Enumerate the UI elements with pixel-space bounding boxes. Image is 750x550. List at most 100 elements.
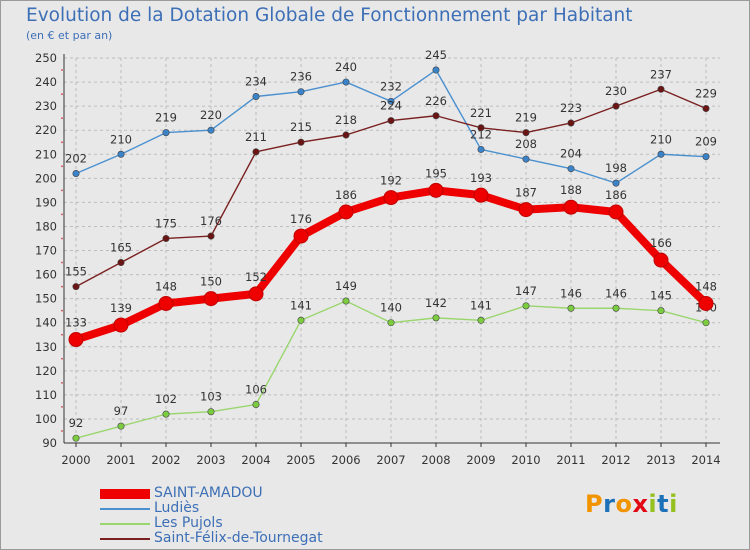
y-tick-label: 190 <box>35 195 57 209</box>
data-point-ludi-s <box>432 66 440 74</box>
y-minor-tick <box>61 309 63 312</box>
y-minor-tick <box>61 261 63 264</box>
data-label-saint-f-lix-de-tournegat: 215 <box>290 120 312 134</box>
data-point-saint-amadou <box>698 295 714 311</box>
data-label-saint-amadou: 150 <box>200 275 222 289</box>
data-label-saint-amadou: 187 <box>515 186 537 200</box>
data-label-saint-f-lix-de-tournegat: 223 <box>560 101 582 115</box>
data-point-saint-amadou <box>653 252 669 268</box>
x-tick-label: 2007 <box>376 453 405 467</box>
data-label-saint-f-lix-de-tournegat: 176 <box>200 214 222 228</box>
data-point-les-pujols <box>387 319 395 327</box>
y-tick-label: 240 <box>35 75 57 89</box>
data-point-saint-amadou <box>383 190 399 206</box>
x-tick-label: 2008 <box>421 453 450 467</box>
x-tick-label: 2001 <box>106 453 135 467</box>
data-point-saint-f-lix-de-tournegat <box>477 124 485 132</box>
y-minor-tick <box>61 117 63 120</box>
data-point-ludi-s <box>567 165 575 173</box>
x-tick-label: 2006 <box>331 453 360 467</box>
y-minor-tick <box>61 213 63 216</box>
data-label-saint-f-lix-de-tournegat: 229 <box>695 87 717 101</box>
proxiti-logo[interactable]: Proxiti <box>585 490 678 518</box>
legend-label-saint-amadou: SAINT-AMADOU <box>154 485 263 501</box>
data-label-ludi-s: 202 <box>65 152 87 166</box>
data-label-saint-amadou: 176 <box>290 212 312 226</box>
legend-label-saint-felix: Saint-Félix-de-Tournegat <box>154 530 323 546</box>
data-point-saint-amadou <box>158 295 174 311</box>
y-tick-label: 200 <box>35 171 57 185</box>
data-point-saint-amadou <box>473 187 489 203</box>
data-point-ludi-s <box>72 170 80 178</box>
logo-letter: r <box>603 490 616 518</box>
data-label-ludi-s: 212 <box>470 127 492 141</box>
data-point-les-pujols <box>702 319 710 327</box>
y-tick-label: 170 <box>35 244 57 258</box>
data-label-les-pujols: 142 <box>425 296 447 310</box>
data-label-saint-amadou: 188 <box>560 183 582 197</box>
data-point-saint-amadou <box>428 182 444 198</box>
x-tick-label: 2002 <box>151 453 180 467</box>
data-label-saint-amadou: 148 <box>695 279 717 293</box>
data-point-saint-f-lix-de-tournegat <box>567 119 575 127</box>
y-tick-label: 120 <box>35 364 57 378</box>
data-point-les-pujols <box>567 304 575 312</box>
legend-swatch-saint-felix <box>100 538 150 540</box>
y-minor-tick <box>61 285 63 288</box>
data-point-saint-amadou <box>203 291 219 307</box>
data-label-saint-f-lix-de-tournegat: 175 <box>155 216 177 230</box>
data-point-ludi-s <box>702 153 710 161</box>
y-minor-tick <box>61 381 63 384</box>
data-label-les-pujols: 145 <box>650 289 672 303</box>
y-minor-tick <box>61 406 63 408</box>
logo-letter: t <box>657 490 670 518</box>
x-tick-label: 2003 <box>196 453 225 467</box>
data-label-saint-f-lix-de-tournegat: 165 <box>110 241 132 255</box>
y-minor-tick <box>61 189 63 192</box>
data-label-saint-amadou: 133 <box>65 316 87 330</box>
data-label-les-pujols: 103 <box>200 390 222 404</box>
data-point-saint-f-lix-de-tournegat <box>342 131 350 139</box>
data-point-les-pujols <box>342 297 350 305</box>
data-label-saint-amadou: 195 <box>425 166 447 180</box>
data-label-saint-f-lix-de-tournegat: 237 <box>650 67 672 81</box>
data-point-saint-amadou <box>518 202 534 218</box>
data-point-les-pujols <box>252 400 260 408</box>
x-tick-label: 2000 <box>61 453 90 467</box>
y-minor-tick <box>61 357 63 360</box>
data-label-ludi-s: 219 <box>155 111 177 125</box>
data-label-saint-amadou: 186 <box>605 188 627 202</box>
data-label-saint-amadou: 139 <box>110 301 132 315</box>
x-tick-label: 2010 <box>511 453 540 467</box>
logo-letter: P <box>585 490 604 518</box>
data-label-ludi-s: 210 <box>110 132 132 146</box>
data-point-les-pujols <box>657 307 665 315</box>
data-label-saint-f-lix-de-tournegat: 211 <box>245 130 267 144</box>
y-tick-label: 150 <box>35 292 57 306</box>
data-label-saint-f-lix-de-tournegat: 230 <box>605 84 627 98</box>
data-label-ludi-s: 204 <box>560 147 582 161</box>
data-point-saint-f-lix-de-tournegat <box>252 148 260 156</box>
y-minor-tick <box>61 430 63 432</box>
data-point-les-pujols <box>432 314 440 322</box>
data-point-saint-amadou <box>113 317 129 333</box>
data-point-saint-f-lix-de-tournegat <box>522 129 530 137</box>
data-point-saint-f-lix-de-tournegat <box>162 234 170 242</box>
data-point-ludi-s <box>162 129 170 137</box>
x-tick-label: 2005 <box>286 453 315 467</box>
data-point-saint-amadou <box>338 204 354 220</box>
data-point-les-pujols <box>162 410 170 418</box>
logo-letter: o <box>615 490 633 518</box>
data-label-ludi-s: 208 <box>515 137 537 151</box>
data-point-ludi-s <box>387 97 395 105</box>
data-label-saint-amadou: 148 <box>155 279 177 293</box>
data-point-ludi-s <box>297 88 305 96</box>
data-label-ludi-s: 232 <box>380 79 402 93</box>
x-tick-label: 2004 <box>241 453 270 467</box>
data-point-les-pujols <box>117 422 125 430</box>
data-label-ludi-s: 220 <box>200 108 222 122</box>
data-label-les-pujols: 141 <box>470 298 492 312</box>
legend-label-les-pujols: Les Pujols <box>154 515 223 531</box>
data-label-les-pujols: 141 <box>290 298 312 312</box>
